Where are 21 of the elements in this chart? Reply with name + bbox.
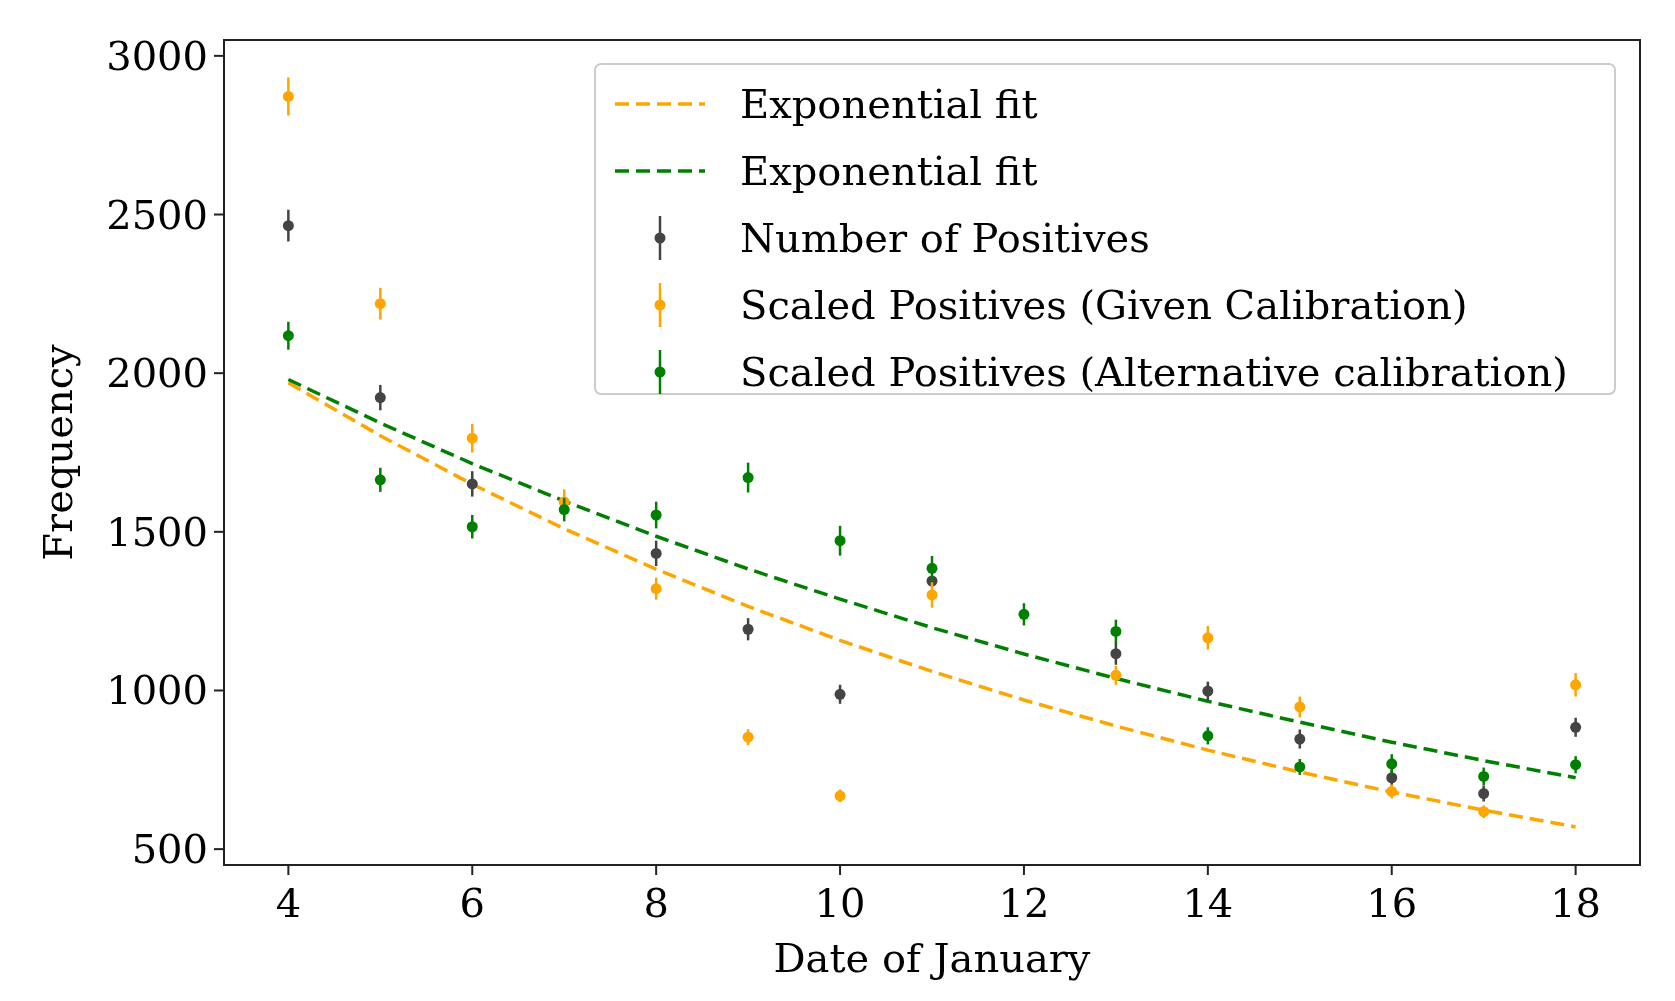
x-tick-label: 14 xyxy=(1182,880,1234,926)
legend-label: Number of Positives xyxy=(740,215,1150,261)
y-tick-label: 1500 xyxy=(106,508,208,555)
y-tick-label: 1000 xyxy=(106,667,208,714)
x-axis-title: Date of January xyxy=(773,935,1091,981)
y-tick-label: 2500 xyxy=(106,191,208,238)
legend-label: Exponential fit xyxy=(740,148,1038,194)
legend-label: Scaled Positives (Alternative calibration) xyxy=(740,349,1568,395)
legend-label: Scaled Positives (Given Calibration) xyxy=(740,282,1468,328)
x-tick-label: 18 xyxy=(1550,880,1602,926)
legend-label: Exponential fit xyxy=(740,81,1038,127)
y-tick-label: 2000 xyxy=(106,350,208,397)
x-tick-label: 16 xyxy=(1366,880,1418,926)
x-tick-label: 8 xyxy=(643,880,669,926)
y-axis-title: Frequency xyxy=(35,343,81,561)
x-tick-label: 4 xyxy=(275,880,302,926)
x-tick-label: 6 xyxy=(459,880,485,926)
x-tick-label: 12 xyxy=(998,880,1050,926)
x-tick-label: 10 xyxy=(814,880,866,926)
y-tick-label: 3000 xyxy=(106,32,208,79)
y-tick-label: 500 xyxy=(131,826,208,873)
